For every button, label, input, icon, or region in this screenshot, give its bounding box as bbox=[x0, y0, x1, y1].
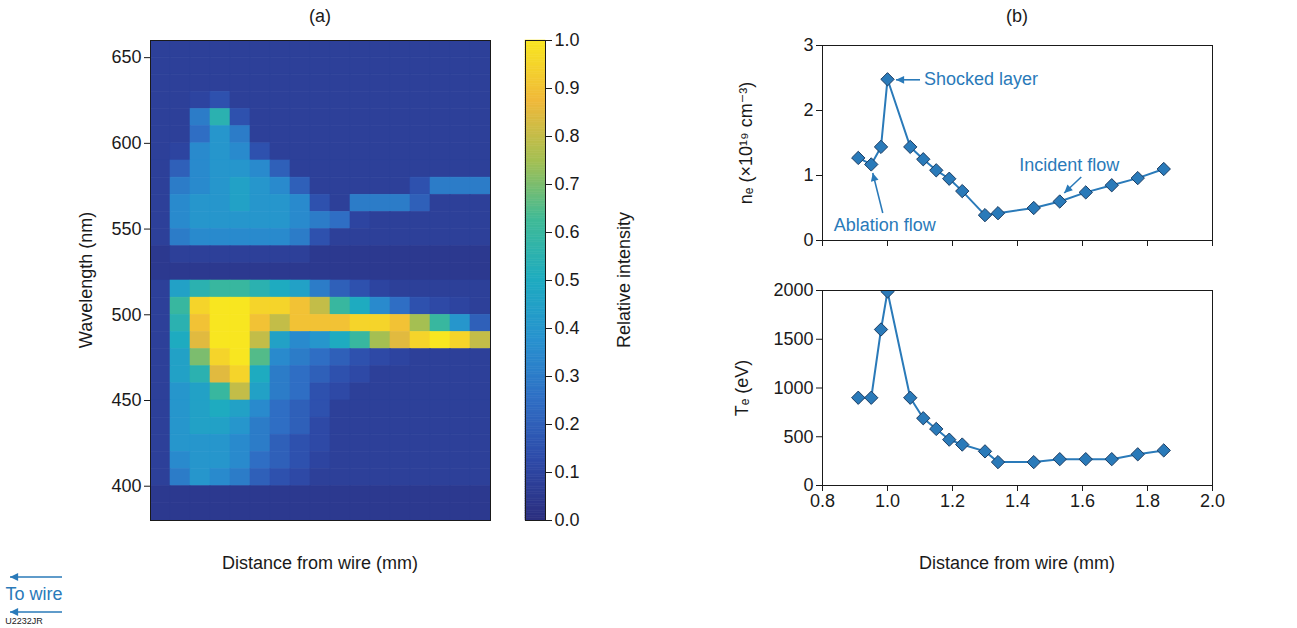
html-text:nₑ (×10¹⁹ cm⁻³): nₑ (×10¹⁹ cm⁻³) bbox=[736, 81, 756, 205]
svg-text:0.8: 0.8 bbox=[555, 126, 580, 146]
html-text:U2232JR: U2232JR bbox=[5, 615, 43, 626]
svg-text:550: 550 bbox=[111, 219, 141, 239]
svg-text:2: 2 bbox=[803, 100, 813, 120]
svg-text:1.0: 1.0 bbox=[555, 30, 580, 50]
svg-text:2000: 2000 bbox=[773, 280, 813, 300]
html-text:Distance from wire (mm): Distance from wire (mm) bbox=[919, 553, 1115, 573]
svg-text:0.3: 0.3 bbox=[555, 366, 580, 386]
svg-text:0.2: 0.2 bbox=[555, 414, 580, 434]
svg-text:Ablation flow: Ablation flow bbox=[834, 215, 937, 235]
svg-text:1.2: 1.2 bbox=[940, 491, 965, 511]
svg-text:Shocked layer: Shocked layer bbox=[924, 69, 1038, 89]
html-text:Wavelength (nm): Wavelength (nm) bbox=[76, 211, 96, 349]
svg-text:400: 400 bbox=[111, 476, 141, 496]
html-text:Tₑ (eV): Tₑ (eV) bbox=[732, 359, 752, 417]
svg-text:650: 650 bbox=[111, 47, 141, 67]
svg-text:3: 3 bbox=[803, 35, 813, 55]
html-text:To wire: To wire bbox=[5, 584, 63, 604]
svg-text:1.0: 1.0 bbox=[875, 491, 900, 511]
html-text:Distance from wire (mm): Distance from wire (mm) bbox=[222, 553, 418, 573]
svg-text:0.7: 0.7 bbox=[555, 174, 580, 194]
svg-text:1.8: 1.8 bbox=[1135, 491, 1160, 511]
svg-text:1: 1 bbox=[803, 165, 813, 185]
svg-text:1.6: 1.6 bbox=[1070, 491, 1095, 511]
svg-text:0.1: 0.1 bbox=[555, 462, 580, 482]
svg-text:0.6: 0.6 bbox=[555, 222, 580, 242]
html-text:(b): (b) bbox=[1006, 6, 1028, 26]
svg-text:500: 500 bbox=[783, 427, 813, 447]
svg-text:0.4: 0.4 bbox=[555, 318, 580, 338]
html-text:Relative intensity: Relative intensity bbox=[614, 212, 634, 348]
svg-text:Incident flow: Incident flow bbox=[1019, 155, 1120, 175]
svg-text:0.9: 0.9 bbox=[555, 78, 580, 98]
svg-text:2.0: 2.0 bbox=[1200, 491, 1225, 511]
svg-text:450: 450 bbox=[111, 390, 141, 410]
svg-text:600: 600 bbox=[111, 133, 141, 153]
svg-text:1500: 1500 bbox=[773, 329, 813, 349]
svg-text:0: 0 bbox=[803, 230, 813, 250]
svg-text:0.5: 0.5 bbox=[555, 270, 580, 290]
svg-text:500: 500 bbox=[111, 305, 141, 325]
svg-text:0.8: 0.8 bbox=[810, 491, 835, 511]
svg-text:1000: 1000 bbox=[773, 378, 813, 398]
svg-text:0.0: 0.0 bbox=[555, 510, 580, 530]
svg-text:1.4: 1.4 bbox=[1005, 491, 1030, 511]
html-text:(a): (a) bbox=[309, 6, 331, 26]
svg-text:0: 0 bbox=[803, 475, 814, 496]
